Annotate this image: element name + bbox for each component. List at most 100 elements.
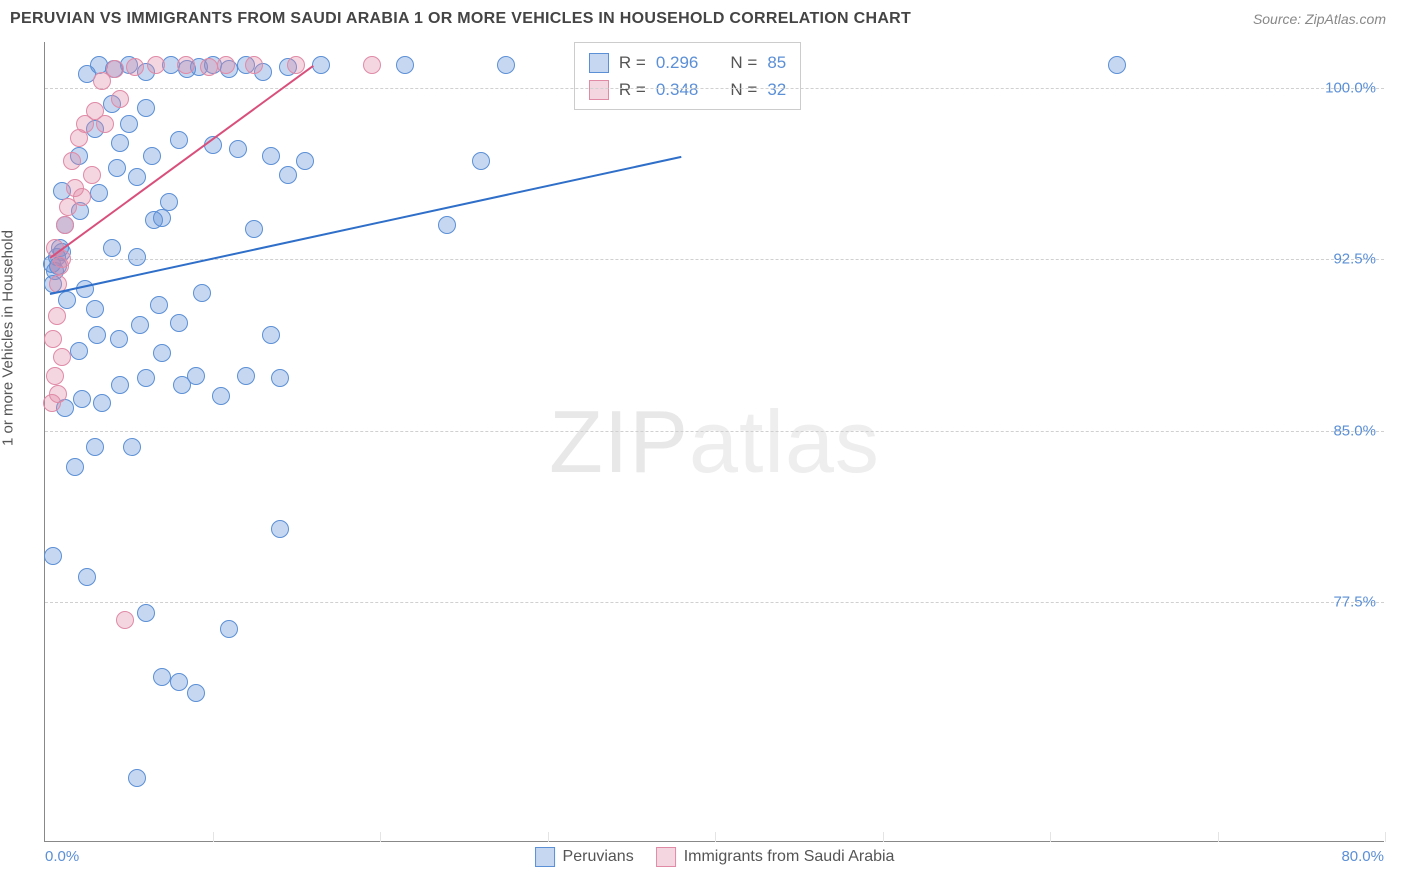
data-point — [73, 188, 91, 206]
stat-value: 0.296 — [656, 49, 699, 76]
header: PERUVIAN VS IMMIGRANTS FROM SAUDI ARABIA… — [0, 0, 1406, 34]
data-point — [193, 284, 211, 302]
data-point — [177, 56, 195, 74]
data-point — [49, 385, 67, 403]
data-point — [73, 390, 91, 408]
swatch-icon — [589, 53, 609, 73]
data-point — [111, 90, 129, 108]
data-point — [126, 58, 144, 76]
data-point — [58, 291, 76, 309]
data-point — [44, 547, 62, 565]
data-point — [96, 115, 114, 133]
data-point — [53, 348, 71, 366]
data-point — [137, 99, 155, 117]
data-point — [123, 438, 141, 456]
data-point — [128, 769, 146, 787]
gridline — [213, 832, 214, 842]
data-point — [128, 248, 146, 266]
data-point — [46, 367, 64, 385]
scatter-plot: ZIPatlas R = 0.296N = 85R = 0.348N = 32 … — [44, 42, 1384, 842]
data-point — [143, 147, 161, 165]
stat-label: R = — [619, 76, 646, 103]
legend-item-series2: Immigrants from Saudi Arabia — [656, 847, 895, 867]
data-point — [70, 342, 88, 360]
stat-label: R = — [619, 49, 646, 76]
x-tick-label: 80.0% — [1341, 848, 1384, 865]
stat-label: N = — [730, 49, 757, 76]
y-tick-label: 92.5% — [1333, 251, 1376, 268]
data-point — [78, 568, 96, 586]
data-point — [48, 307, 66, 325]
data-point — [137, 369, 155, 387]
data-point — [153, 668, 171, 686]
data-point — [262, 147, 280, 165]
gridline — [883, 832, 884, 842]
data-point — [170, 673, 188, 691]
data-point — [86, 438, 104, 456]
gridline — [45, 602, 1384, 603]
stat-value: 0.348 — [656, 76, 699, 103]
stat-value: 32 — [767, 76, 786, 103]
data-point — [187, 684, 205, 702]
data-point — [1108, 56, 1126, 74]
data-point — [200, 58, 218, 76]
swatch-icon — [589, 80, 609, 100]
legend-label: Immigrants from Saudi Arabia — [684, 848, 895, 866]
gridline — [1385, 832, 1386, 842]
stats-row: R = 0.296 N = 85 — [589, 49, 786, 76]
data-point — [137, 604, 155, 622]
data-point — [187, 367, 205, 385]
data-point — [131, 316, 149, 334]
data-point — [93, 394, 111, 412]
data-point — [271, 520, 289, 538]
legend-item-series1: Peruvians — [535, 847, 634, 867]
data-point — [128, 168, 146, 186]
data-point — [110, 330, 128, 348]
data-point — [108, 159, 126, 177]
data-point — [296, 152, 314, 170]
gridline — [380, 832, 381, 842]
y-tick-label: 100.0% — [1325, 79, 1376, 96]
data-point — [90, 184, 108, 202]
data-point — [150, 296, 168, 314]
watermark-bold: ZIP — [549, 392, 689, 491]
stats-row: R = 0.348 N = 32 — [589, 76, 786, 103]
data-point — [497, 56, 515, 74]
correlation-stats-box: R = 0.296 N = 85 R = 0.348 N = 32 — [574, 42, 801, 110]
gridline — [45, 431, 1384, 432]
data-point — [147, 56, 165, 74]
data-point — [116, 611, 134, 629]
legend-label: Peruvians — [563, 848, 634, 866]
data-point — [103, 239, 121, 257]
data-point — [220, 620, 238, 638]
legend-swatch-icon — [535, 847, 555, 867]
watermark: ZIPatlas — [549, 391, 880, 493]
data-point — [66, 458, 84, 476]
data-point — [63, 152, 81, 170]
data-point — [153, 344, 171, 362]
data-point — [217, 56, 235, 74]
data-point — [111, 134, 129, 152]
x-tick-label: 0.0% — [45, 848, 79, 865]
data-point — [245, 56, 263, 74]
data-point — [44, 330, 62, 348]
gridline — [45, 259, 1384, 260]
data-point — [396, 56, 414, 74]
stat-value: 85 — [767, 49, 786, 76]
y-tick-label: 85.0% — [1333, 422, 1376, 439]
data-point — [245, 220, 263, 238]
gridline — [1218, 832, 1219, 842]
data-point — [237, 367, 255, 385]
gridline — [548, 832, 549, 842]
data-point — [262, 326, 280, 344]
data-point — [279, 166, 297, 184]
data-point — [271, 369, 289, 387]
chart-title: PERUVIAN VS IMMIGRANTS FROM SAUDI ARABIA… — [10, 10, 911, 28]
gridline — [715, 832, 716, 842]
data-point — [438, 216, 456, 234]
data-point — [170, 314, 188, 332]
data-point — [88, 326, 106, 344]
data-point — [170, 131, 188, 149]
gridline — [45, 88, 1384, 89]
stat-label: N = — [730, 76, 757, 103]
